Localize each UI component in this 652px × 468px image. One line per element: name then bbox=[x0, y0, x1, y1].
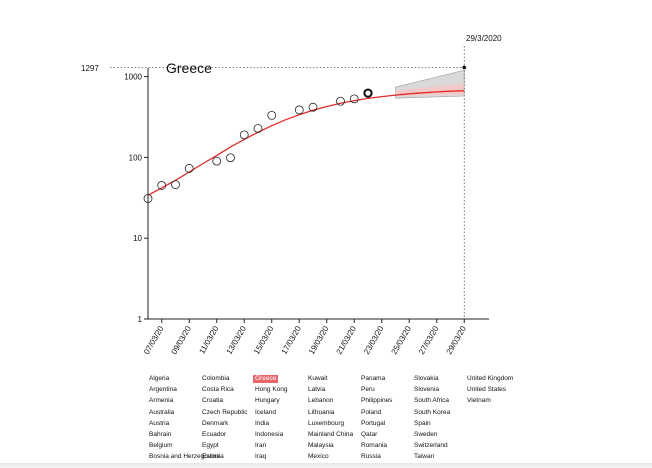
x-tick-label: 13/03/20 bbox=[225, 324, 249, 356]
observed-point bbox=[184, 164, 194, 173]
y-tick-label: 1000 bbox=[124, 73, 142, 82]
country-item[interactable]: Costa Rica bbox=[202, 386, 234, 394]
observed-point bbox=[239, 130, 249, 140]
country-item[interactable]: Latvia bbox=[308, 386, 326, 394]
country-item[interactable]: United States bbox=[467, 386, 507, 394]
observed-point bbox=[171, 180, 180, 190]
ticks-layer: 1 10 100 1000 07/03/20 09/03/20 11/03/20 13/03/… bbox=[124, 73, 468, 356]
observed-point bbox=[253, 124, 263, 133]
fit-line bbox=[147, 90, 465, 196]
country-item[interactable]: Argentina bbox=[149, 386, 177, 394]
observed-point bbox=[226, 153, 235, 163]
forecast-band-inner bbox=[395, 83, 465, 96]
country-item[interactable]: Slovenia bbox=[414, 386, 439, 394]
y-tick-label: 100 bbox=[129, 153, 143, 162]
country-item[interactable]: Luxembourg bbox=[308, 419, 345, 427]
country-item[interactable]: Belgium bbox=[149, 442, 173, 450]
observed-point bbox=[157, 181, 167, 190]
country-item[interactable]: Hungary bbox=[255, 397, 280, 405]
x-tick-label: 07/03/20 bbox=[142, 324, 166, 356]
x-tick-label: 21/03/20 bbox=[335, 324, 359, 356]
country-item[interactable]: Ecuador bbox=[202, 431, 227, 438]
observed-point bbox=[267, 110, 277, 120]
observed-point bbox=[349, 94, 359, 104]
x-tick-label: 11/03/20 bbox=[197, 324, 220, 355]
x-tick-label: 15/03/20 bbox=[252, 324, 276, 356]
x-tick-label: 29/03/20 bbox=[445, 324, 469, 356]
country-item[interactable]: Czech Republic bbox=[202, 408, 248, 416]
country-item[interactable]: Sweden bbox=[414, 431, 438, 438]
page-bottom-edge bbox=[0, 463, 652, 468]
y-tick-label: 10 bbox=[133, 234, 142, 243]
country-item[interactable]: Croatia bbox=[202, 397, 223, 405]
x-tick-label: 19/03/20 bbox=[307, 324, 331, 356]
country-item[interactable]: Slovakia bbox=[414, 375, 439, 382]
chart-title: Greece bbox=[166, 60, 212, 76]
forecast-reference-layer bbox=[110, 46, 467, 319]
country-item[interactable]: South Africa bbox=[414, 397, 450, 405]
y-tick-label: 1 bbox=[138, 315, 143, 324]
country-item[interactable]: Colombia bbox=[202, 375, 230, 382]
country-item[interactable]: Estonia bbox=[202, 453, 224, 461]
country-item[interactable]: Austria bbox=[149, 419, 170, 427]
country-item[interactable]: Romania bbox=[361, 442, 388, 450]
country-item[interactable]: Indonesia bbox=[255, 431, 284, 438]
forecast-value-label: 1297 bbox=[81, 64, 99, 73]
fit-layer bbox=[147, 90, 465, 196]
country-item[interactable]: Peru bbox=[361, 386, 375, 394]
country-item[interactable]: Algeria bbox=[149, 375, 170, 382]
x-tick-label: 25/03/20 bbox=[390, 324, 414, 356]
observed-points-layer bbox=[143, 88, 373, 203]
country-item[interactable]: Greece bbox=[253, 375, 279, 383]
forecast-marker bbox=[462, 65, 467, 70]
country-item[interactable]: Vietnam bbox=[467, 397, 491, 405]
country-item[interactable]: Kuwait bbox=[308, 375, 328, 382]
country-item[interactable]: Mexico bbox=[308, 453, 329, 461]
country-item[interactable]: Lithuania bbox=[308, 408, 335, 416]
x-tick-label: 09/03/20 bbox=[170, 324, 194, 356]
observed-point bbox=[212, 156, 222, 166]
observed-point bbox=[143, 194, 153, 203]
country-item[interactable]: India bbox=[255, 419, 270, 427]
country-item[interactable]: Iraq bbox=[255, 453, 267, 461]
country-item[interactable]: Egypt bbox=[202, 442, 219, 450]
country-item[interactable]: South Korea bbox=[414, 408, 451, 416]
country-item[interactable]: Lebanon bbox=[308, 397, 334, 405]
country-item[interactable]: Bosnia and Herzegovina bbox=[149, 453, 220, 461]
country-item[interactable]: Bahrain bbox=[149, 431, 172, 438]
country-item[interactable]: Australia bbox=[149, 408, 175, 416]
observed-point bbox=[294, 105, 304, 115]
axes-layer bbox=[147, 68, 489, 320]
country-item[interactable]: Russia bbox=[361, 453, 381, 461]
country-item[interactable]: Mainland China bbox=[308, 431, 354, 438]
latest-point-highlight bbox=[363, 88, 373, 98]
country-item[interactable]: Iceland bbox=[255, 408, 276, 416]
country-item[interactable]: Portugal bbox=[361, 419, 386, 427]
country-item[interactable]: Hong Kong bbox=[255, 386, 288, 394]
country-item[interactable]: Qatar bbox=[361, 431, 378, 438]
chart: 1 10 100 1000 07/03/20 09/03/20 11/03/20 13/03/… bbox=[81, 34, 502, 356]
country-item[interactable]: Switzerland bbox=[414, 442, 448, 450]
country-item[interactable]: Taiwan bbox=[414, 453, 435, 461]
country-item[interactable]: Armenia bbox=[149, 397, 174, 405]
country-item[interactable]: United Kingdom bbox=[467, 375, 514, 382]
country-item[interactable]: Malaysia bbox=[308, 442, 334, 450]
forecast-date-label: 29/3/2020 bbox=[466, 34, 502, 43]
observed-point bbox=[308, 102, 318, 112]
observed-point bbox=[336, 96, 345, 106]
country-item[interactable]: Poland bbox=[361, 408, 382, 416]
x-tick-label: 23/03/20 bbox=[362, 324, 386, 356]
x-tick-label: 27/03/20 bbox=[417, 324, 441, 356]
country-item[interactable]: Iran bbox=[255, 442, 267, 450]
country-item[interactable]: Philippines bbox=[361, 397, 393, 405]
x-tick-label: 17/03/20 bbox=[280, 324, 304, 356]
country-item[interactable]: Spain bbox=[414, 419, 431, 427]
country-item[interactable]: Denmark bbox=[202, 419, 229, 427]
country-item[interactable]: Panama bbox=[361, 375, 386, 382]
country-list: Algeria Argentina Armenia Australia Austria B… bbox=[147, 375, 647, 468]
